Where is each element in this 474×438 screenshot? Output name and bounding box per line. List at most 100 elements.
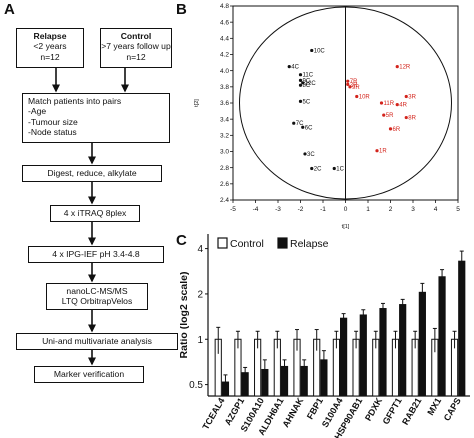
point-11r (379, 101, 384, 105)
y-axis-label: Ratio (log2 scale) (180, 272, 190, 359)
itraq-box: 4 x iTRAQ 8plex (50, 205, 140, 222)
match-box: Match patients into pairs -Age -Tumour s… (22, 93, 170, 143)
y-tick-label: 4.0 (220, 68, 229, 75)
point-4c (287, 65, 291, 69)
score-scatter-plot: -5 -4 -3 -2 -1 0 1 2 3 4 5 2.4 2.6 2.8 3.0 3.2 3.4 3.6 3.8… (194, 3, 460, 230)
point-2r (346, 82, 350, 87)
itraq-label: 4 x iTRAQ 8plex (63, 208, 127, 218)
lcms-line2: LTQ OrbitrapVelos (61, 296, 133, 307)
y-tick-label: 2.8 (220, 165, 229, 172)
x-tick-label: -1 (320, 206, 326, 213)
x-tick-label: -3 (275, 206, 281, 213)
x-tick-label-caps: CAPS (442, 396, 463, 423)
ipg-label: 4 x IPG-IEF pH 3.4-4.8 (52, 249, 140, 259)
x-tick-label-rab21: RAB21 (400, 396, 423, 427)
x-tick-label-fbp1: FBP1 (305, 396, 325, 421)
lcms-line1: nanoLC-MS/MS (66, 286, 128, 296)
relapse-box: Relapse <2 years n=12 (16, 28, 84, 68)
point-label-12r: 12R (399, 65, 411, 71)
point-label-6c: 6C (305, 125, 313, 131)
legend-label-relapse: Relapse (290, 238, 329, 250)
y-tick-label: 4.2 (220, 52, 229, 59)
y-tick-label: 3.0 (220, 149, 229, 156)
point-8c (298, 83, 303, 87)
point-6c (301, 125, 305, 129)
ipg-box: 4 x IPG-IEF pH 3.4-4.8 (28, 246, 164, 263)
x-tick-label: -5 (230, 206, 236, 213)
x-tick-label-tceal4: TCEAL4 (200, 396, 226, 431)
confidence-ellipse (239, 6, 452, 200)
point-label-4c: 4C (291, 65, 299, 71)
point-10c (310, 48, 314, 53)
y-tick-label: 0.5 (189, 380, 203, 391)
x-tick-label: 3 (411, 206, 415, 213)
point-label-9r: 9R (352, 85, 360, 91)
legend-label-control: Control (230, 238, 264, 250)
marker-label: Marker verification (53, 369, 125, 379)
y-tick-label: 4 (197, 244, 203, 255)
match-item-node: -Node status (28, 127, 77, 138)
point-label-12c: 12C (305, 81, 317, 87)
point-label-1c: 1C (336, 166, 344, 172)
point-12c (301, 81, 305, 85)
point-label-8r: 8R (408, 116, 416, 122)
bar-relapse-mx1 (438, 276, 446, 397)
y-tick-label: 3.6 (220, 100, 229, 107)
point-5c (298, 99, 303, 103)
workflow-arrows (52, 68, 129, 366)
point-1c (332, 166, 336, 171)
point-label-3r: 3R (408, 95, 416, 101)
point-1r (375, 149, 379, 153)
point-12r (395, 65, 399, 69)
match-item-tumour: -Tumour size (28, 116, 78, 127)
y-axis-label: t[2] (194, 99, 200, 107)
y-tick-label: 2.4 (220, 197, 229, 204)
point-label-2c: 2C (314, 166, 322, 172)
bar-relapse-pdxk (379, 308, 387, 397)
point-label-8c: 8C (303, 83, 311, 89)
point-8r (404, 115, 408, 120)
point-label-7c: 7C (296, 121, 304, 127)
point-5r (382, 113, 386, 117)
point-label-5r: 5R (386, 113, 394, 119)
x-tick-label: 5 (456, 206, 460, 213)
digest-box: Digest, reduce, alkylate (22, 165, 162, 182)
x-tick-label-mx1: MX1 (425, 396, 443, 417)
relapse-line1: <2 years (33, 41, 67, 52)
point-label-6r: 6R (393, 127, 401, 133)
point-label-7r: 7R (350, 79, 358, 85)
y-tick-label: 4.4 (220, 36, 229, 43)
control-line2: n=12 (126, 51, 146, 62)
bar-relapse-s100a4 (340, 317, 348, 397)
x-tick-label: -4 (253, 206, 259, 213)
x-tick-label: 2 (389, 206, 393, 213)
x-axis-label: t[1] (342, 224, 350, 230)
y-tick-label: 4.8 (220, 3, 229, 10)
point-9c (298, 78, 303, 82)
point-label-11r: 11R (384, 101, 395, 107)
point-7r (346, 79, 350, 83)
control-title: Control (120, 31, 152, 41)
point-10r (355, 94, 359, 99)
point-label-9c: 9C (303, 78, 311, 84)
point-4r (395, 103, 399, 107)
y-tick-label: 1 (197, 335, 203, 346)
point-7c (292, 121, 296, 125)
panel-a-letter: A (4, 1, 15, 18)
point-3r (404, 94, 408, 99)
bar-relapse-hsp90ab1 (359, 314, 367, 397)
y-tick-label: 4.6 (220, 19, 229, 26)
x-tick-label: -2 (298, 206, 304, 213)
point-9r (348, 85, 352, 89)
uni-label: Uni-and multivariate analysis (42, 336, 152, 346)
match-item-age: -Age (28, 106, 47, 117)
bar-relapse-caps (458, 260, 466, 397)
legend-swatch-control (217, 237, 228, 249)
relapse-title: Relapse (33, 31, 67, 41)
match-title: Match patients into pairs (28, 96, 122, 106)
relapse-line2: n=12 (40, 51, 60, 62)
point-label-2r: 2R (350, 82, 358, 88)
point-6r (388, 127, 393, 131)
digest-label: Digest, reduce, alkylate (47, 168, 137, 178)
point-2c (310, 166, 314, 171)
